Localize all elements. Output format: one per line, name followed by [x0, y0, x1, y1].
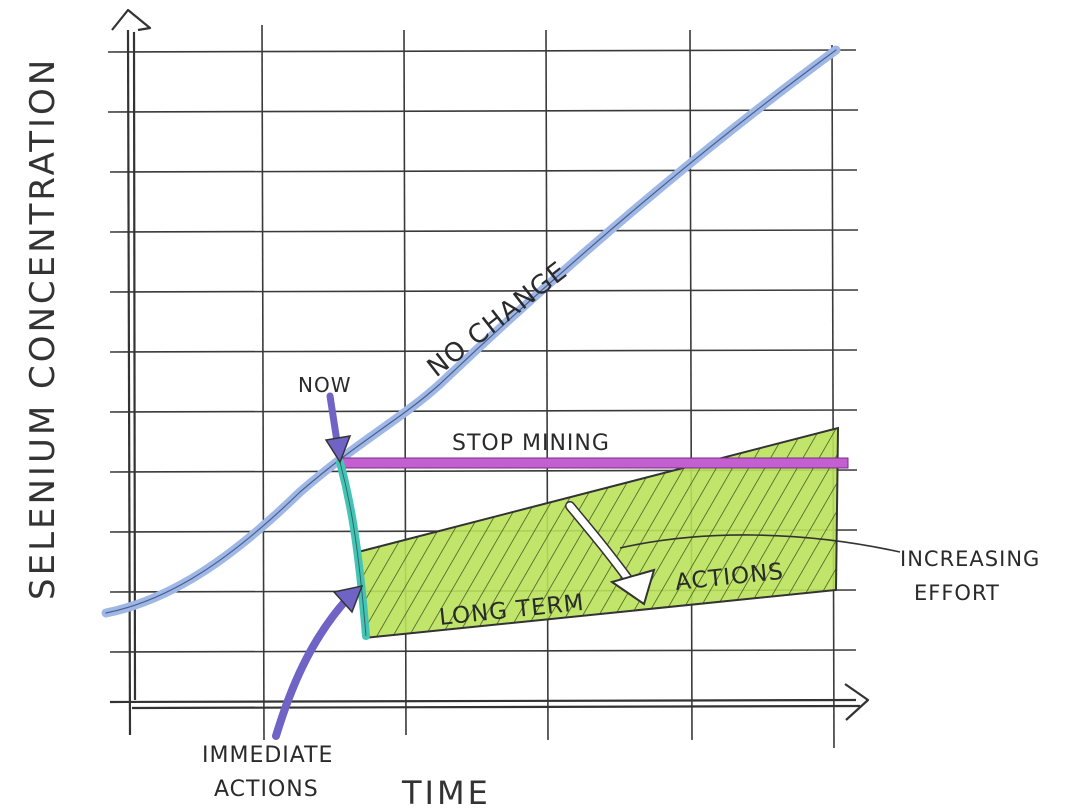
increasing-effort-arrow	[565, 501, 656, 606]
immediate-arrow	[272, 584, 364, 740]
immediate-actions-label: ACTIONS	[214, 777, 319, 802]
grid-v-line	[689, 29, 693, 741]
effort-arrowhead-icon	[609, 568, 656, 606]
no-change-line	[101, 45, 841, 618]
immediate-drop-edge	[339, 461, 367, 637]
grid-v-line	[261, 24, 265, 741]
x-axis-label: TIME	[401, 774, 491, 810]
grid-v-line	[831, 44, 835, 749]
now-arrow	[324, 392, 352, 464]
grid-v-line	[545, 29, 549, 741]
x-axis-line-2	[131, 704, 861, 710]
effort-leader-line	[619, 534, 901, 553]
grid-h-line	[107, 109, 859, 113]
y-axis-label: SELENIUM CONCENTRATION	[23, 57, 63, 600]
immediate-arrowhead-icon	[332, 584, 364, 614]
y-axis-line-2	[132, 31, 137, 701]
grid-h-line	[109, 229, 859, 233]
y-axis-line	[126, 29, 132, 736]
grid-h-line	[107, 49, 857, 53]
immediate-arrow-icon	[272, 594, 352, 740]
increasing-label: INCREASING	[900, 547, 1040, 571]
no-change-line-edge	[105, 49, 837, 614]
y-axis-arrowhead-icon	[111, 8, 152, 32]
now-label: NOW	[298, 373, 351, 397]
grid-h-line	[109, 349, 858, 353]
x-axis-line	[109, 698, 857, 704]
stop-mining-line	[339, 457, 849, 469]
grid-h-line	[109, 169, 858, 173]
stop-mining-bar	[339, 457, 849, 469]
axes	[109, 8, 870, 736]
x-axis-arrowhead-icon	[844, 683, 870, 721]
grid-h-line	[109, 289, 859, 293]
stop-mining-label: STOP MINING	[452, 431, 610, 456]
grid	[107, 24, 859, 749]
immediate-label: IMMEDIATE	[202, 743, 333, 768]
no-change-label: NO CHANGE	[422, 256, 573, 384]
grid-h-line	[109, 649, 857, 653]
effort-label: EFFORT	[914, 581, 1000, 605]
immediate-actions-line	[336, 458, 370, 640]
grid-h-line	[109, 409, 858, 413]
now-arrowhead-icon	[324, 435, 352, 464]
